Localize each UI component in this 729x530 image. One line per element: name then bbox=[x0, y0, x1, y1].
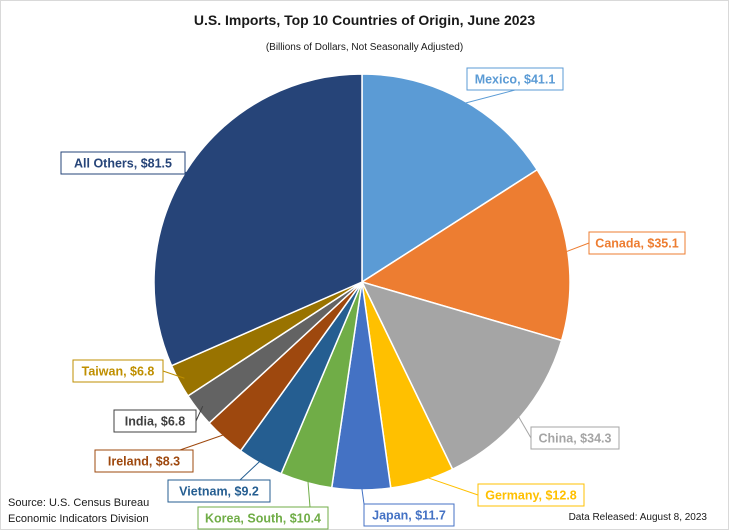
data-label-box bbox=[72, 359, 164, 383]
leader-line bbox=[420, 474, 479, 496]
leader-line bbox=[561, 242, 590, 254]
data-label: Canada, $35.1 bbox=[595, 237, 678, 251]
pie-slice bbox=[153, 73, 363, 367]
data-label-box bbox=[530, 426, 620, 450]
data-label: Germany, $12.8 bbox=[485, 489, 577, 503]
pie-slice bbox=[360, 168, 571, 342]
data-label: Taiwan, $6.8 bbox=[82, 365, 155, 379]
leader-line bbox=[162, 370, 185, 379]
leader-line bbox=[458, 89, 516, 106]
data-label-box bbox=[167, 479, 271, 503]
source-division: Economic Indicators Division bbox=[8, 513, 149, 525]
data-label-box bbox=[60, 151, 186, 175]
data-label-box bbox=[94, 449, 194, 473]
data-label-box bbox=[363, 503, 455, 527]
data-label: Japan, $11.7 bbox=[372, 509, 446, 523]
data-label-box bbox=[477, 483, 585, 507]
leader-line bbox=[307, 476, 311, 508]
pie-slice bbox=[360, 280, 563, 471]
data-label: Mexico, $41.1 bbox=[475, 73, 556, 87]
leader-line bbox=[360, 483, 365, 505]
data-label: China, $34.3 bbox=[539, 432, 612, 446]
source-line: Source: U.S. Census Bureau bbox=[8, 497, 150, 509]
release-date: Data Released: August 8, 2023 bbox=[568, 512, 707, 523]
chart-subtitle: (Billions of Dollars, Not Seasonally Adj… bbox=[265, 42, 464, 53]
data-label: India, $6.8 bbox=[125, 415, 185, 429]
leader-line bbox=[195, 406, 204, 422]
leader-line bbox=[179, 432, 229, 451]
data-label: Vietnam, $9.2 bbox=[179, 485, 259, 499]
data-label-box bbox=[113, 409, 197, 433]
data-label: All Others, $81.5 bbox=[74, 157, 172, 171]
data-label-box bbox=[588, 231, 686, 255]
data-label-box bbox=[466, 67, 564, 91]
data-label: Ireland, $8.3 bbox=[108, 455, 180, 469]
chart-title: U.S. Imports, Top 10 Countries of Origin… bbox=[193, 12, 536, 28]
data-label: Korea, South, $10.4 bbox=[205, 512, 321, 526]
leader-line bbox=[239, 457, 264, 481]
leader-line bbox=[515, 412, 532, 439]
pie-slice bbox=[361, 73, 539, 284]
data-label-box bbox=[197, 506, 329, 530]
